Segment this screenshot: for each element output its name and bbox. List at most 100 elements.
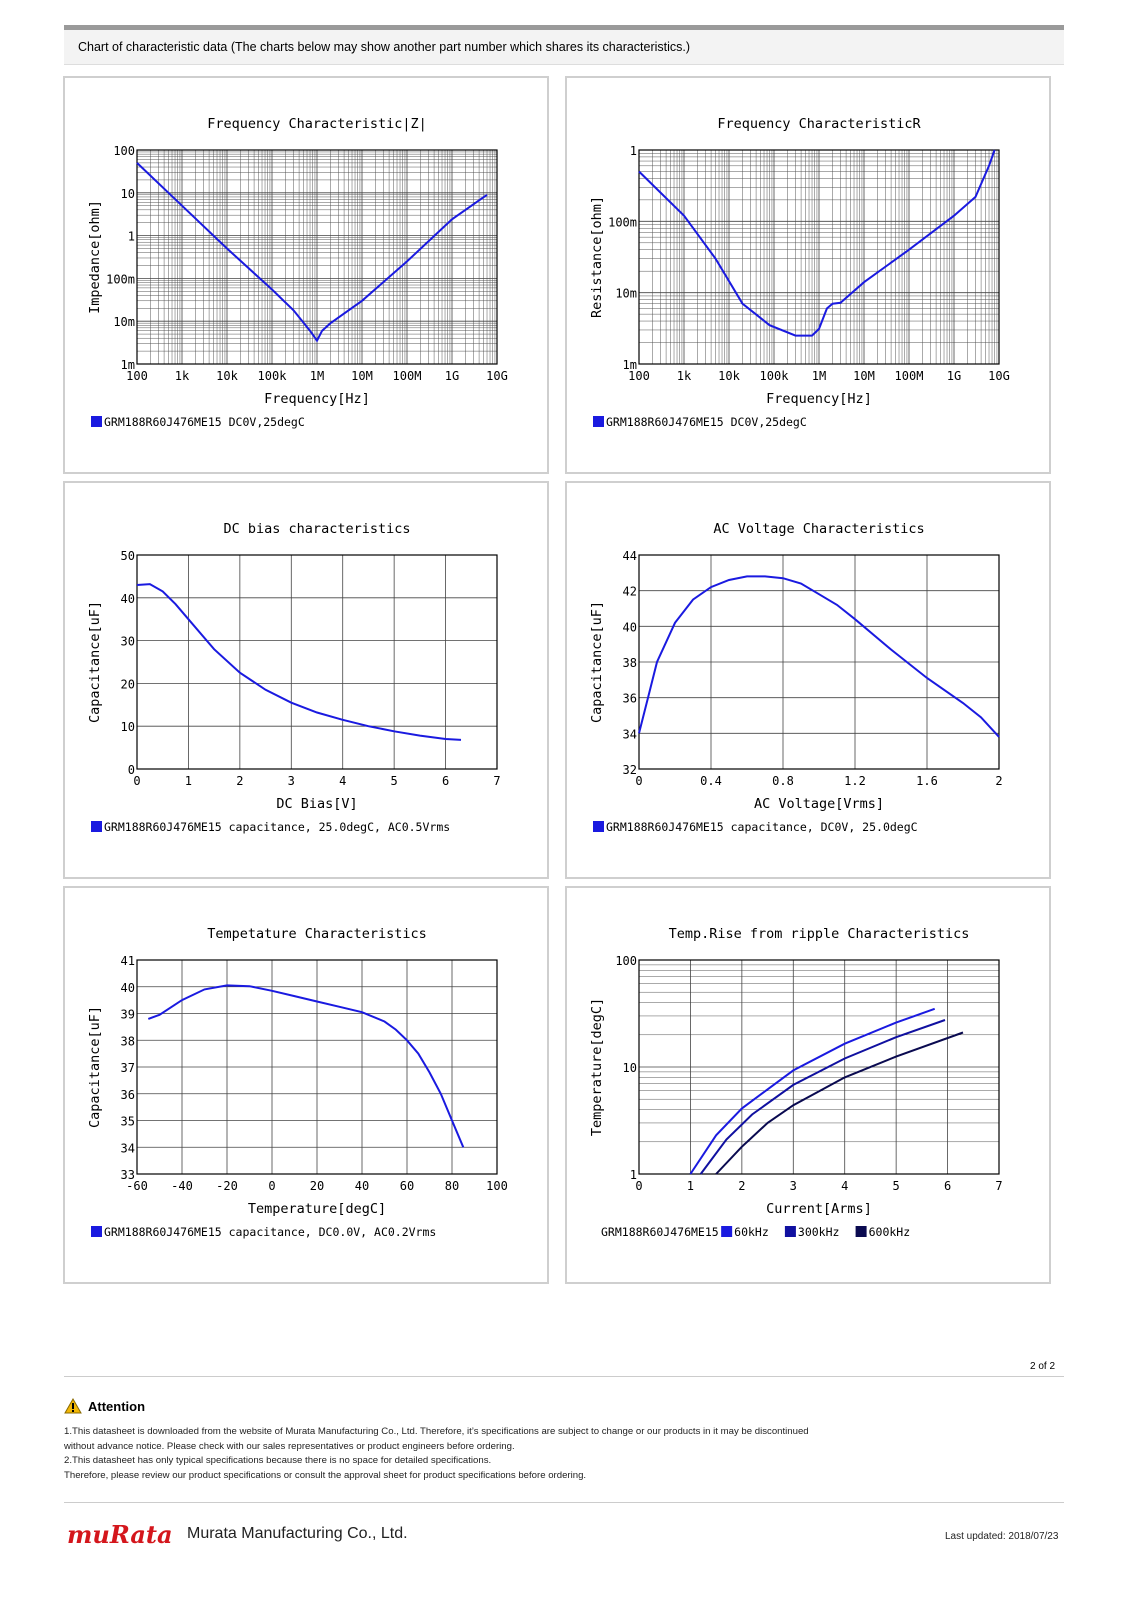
y-tick-label: 38 bbox=[623, 656, 637, 670]
chart-title: Temp.Rise from ripple Characteristics bbox=[669, 926, 970, 942]
top-rule bbox=[64, 25, 1064, 30]
legend-swatch bbox=[721, 1226, 733, 1237]
y-axis-label: Resistance[ohm] bbox=[589, 196, 605, 318]
y-tick-label: 35 bbox=[121, 1115, 135, 1129]
legend-swatch bbox=[91, 821, 102, 832]
y-tick-label: 44 bbox=[623, 549, 637, 563]
y-tick-label: 30 bbox=[121, 635, 135, 649]
plot-frame bbox=[136, 149, 498, 365]
x-tick-label: 0 bbox=[268, 1179, 275, 1193]
x-tick-label: 100 bbox=[486, 1179, 508, 1193]
page-number: 2 of 2 bbox=[1030, 1361, 1056, 1372]
legend-label: GRM188R60J476ME15 capacitance, DC0V, 25.… bbox=[606, 820, 918, 834]
x-tick-label: 2 bbox=[738, 1179, 745, 1193]
y-axis-label: Impedance[ohm] bbox=[87, 200, 103, 314]
x-axis-label: DC Bias[V] bbox=[276, 796, 357, 812]
x-tick-label: 0 bbox=[635, 1179, 642, 1193]
y-tick-label: 1m bbox=[121, 358, 135, 372]
y-tick-label: 33 bbox=[121, 1168, 135, 1182]
x-tick-label: 3 bbox=[288, 774, 295, 788]
x-tick-label: 0 bbox=[133, 774, 140, 788]
x-tick-label: 4 bbox=[841, 1179, 848, 1193]
x-tick-label: 1.2 bbox=[844, 774, 866, 788]
chart-panel-resistance: 100 1k 10k 100k 1M 10M 100M 1G 10G 1m 10m 100m 1 Freq… bbox=[565, 76, 1051, 474]
y-axis-label: Temperature[degC] bbox=[589, 998, 605, 1136]
x-tick-label: 80 bbox=[445, 1179, 459, 1193]
x-tick-label: 1k bbox=[175, 369, 190, 383]
legend-swatch bbox=[593, 416, 604, 427]
series-line bbox=[638, 149, 996, 337]
y-tick-label: 34 bbox=[623, 727, 637, 741]
chart-impedance: 100 1k 10k 100k 1M 10M 100M 1G 10G 1m 10m 100m 1 10 10… bbox=[87, 116, 508, 429]
x-tick-label: 5 bbox=[391, 774, 398, 788]
note-line: 2.This datasheet has only typical specif… bbox=[64, 1455, 492, 1466]
x-tick-label: 10G bbox=[486, 369, 508, 383]
legend-label: 600kHz bbox=[869, 1225, 911, 1239]
x-tick-label: 6 bbox=[442, 774, 449, 788]
y-tick-label: 10m bbox=[615, 287, 637, 301]
plot-frame bbox=[638, 554, 1000, 770]
legend-swatch bbox=[593, 821, 604, 832]
x-tick-label: 40 bbox=[355, 1179, 369, 1193]
x-tick-label: 6 bbox=[944, 1179, 951, 1193]
legend-label: 300kHz bbox=[798, 1225, 840, 1239]
chart-ac-voltage: 0 0.4 0.8 1.2 1.6 2 32 34 36 38 40 42 44 AC Voltage C… bbox=[589, 521, 1003, 834]
y-tick-label: 1 bbox=[630, 144, 637, 158]
y-tick-label: 34 bbox=[121, 1141, 135, 1155]
x-tick-label: 1G bbox=[947, 369, 961, 383]
attention-notes: 1.This datasheet is downloaded from the … bbox=[64, 1425, 1064, 1483]
chart-title: AC Voltage Characteristics bbox=[713, 521, 924, 537]
x-tick-label: 3 bbox=[790, 1179, 797, 1193]
murata-logo: muRata bbox=[67, 1520, 173, 1549]
series-line bbox=[689, 1007, 936, 1175]
x-tick-label: 1 bbox=[185, 774, 192, 788]
y-tick-label: 36 bbox=[623, 692, 637, 706]
chart-panel-ac-voltage: 0 0.4 0.8 1.2 1.6 2 32 34 36 38 40 42 44 AC Voltage C… bbox=[565, 481, 1051, 879]
x-tick-label: 60 bbox=[400, 1179, 414, 1193]
x-axis-label: Frequency[Hz] bbox=[264, 391, 370, 407]
y-tick-label: 40 bbox=[121, 981, 135, 995]
legend-swatch bbox=[91, 416, 102, 427]
x-tick-label: 100 bbox=[126, 369, 148, 383]
y-tick-label: 100 bbox=[113, 144, 135, 158]
note-line: 1.This datasheet is downloaded from the … bbox=[64, 1426, 809, 1437]
x-tick-label: 1.6 bbox=[916, 774, 938, 788]
chart-title: Frequency Characteristic|Z| bbox=[207, 116, 426, 132]
y-axis-label: Capacitance[uF] bbox=[589, 601, 605, 723]
section-title: Chart of characteristic data (The charts… bbox=[78, 40, 691, 54]
chart-panel-impedance: 100 1k 10k 100k 1M 10M 100M 1G 10G 1m 10m 100m 1 10 10… bbox=[63, 76, 549, 474]
y-tick-label: 37 bbox=[121, 1061, 135, 1075]
company-name: Murata Manufacturing Co., Ltd. bbox=[187, 1525, 408, 1542]
y-tick-label: 40 bbox=[121, 592, 135, 606]
y-tick-label: 36 bbox=[121, 1088, 135, 1102]
x-tick-label: 10M bbox=[853, 369, 875, 383]
attention-heading: Attention bbox=[64, 1398, 145, 1414]
y-tick-label: 20 bbox=[121, 677, 135, 691]
x-tick-label: -60 bbox=[126, 1179, 148, 1193]
x-tick-label: 100M bbox=[895, 369, 924, 383]
y-tick-label: 42 bbox=[623, 585, 637, 599]
legend-label: GRM188R60J476ME15 capacitance, DC0.0V, A… bbox=[104, 1225, 436, 1239]
y-tick-label: 38 bbox=[121, 1034, 135, 1048]
y-tick-label: 39 bbox=[121, 1008, 135, 1022]
series-line bbox=[699, 1019, 946, 1175]
y-axis-label: Capacitance[uF] bbox=[87, 1006, 103, 1128]
x-axis-label: AC Voltage[Vrms] bbox=[754, 796, 884, 812]
attention-title: Attention bbox=[88, 1398, 146, 1414]
y-tick-label: 32 bbox=[623, 763, 637, 777]
x-tick-label: 10k bbox=[216, 369, 238, 383]
x-tick-label: -40 bbox=[171, 1179, 193, 1193]
note-line: without advance notice. Please check wit… bbox=[64, 1440, 515, 1452]
x-tick-label: 100k bbox=[258, 369, 288, 383]
y-tick-label: 10 bbox=[121, 720, 135, 734]
y-tick-label: 10 bbox=[121, 187, 135, 201]
x-tick-label: 100M bbox=[393, 369, 422, 383]
section-header: Chart of characteristic data (The charts… bbox=[64, 30, 1064, 65]
x-tick-label: 10k bbox=[718, 369, 740, 383]
y-axis-label: Capacitance[uF] bbox=[87, 601, 103, 723]
chart-title: DC bias characteristics bbox=[224, 521, 411, 537]
y-tick-label: 0 bbox=[128, 763, 135, 777]
y-tick-label: 10 bbox=[623, 1061, 637, 1075]
y-tick-label: 10m bbox=[113, 315, 135, 329]
y-tick-label: 50 bbox=[121, 549, 135, 563]
